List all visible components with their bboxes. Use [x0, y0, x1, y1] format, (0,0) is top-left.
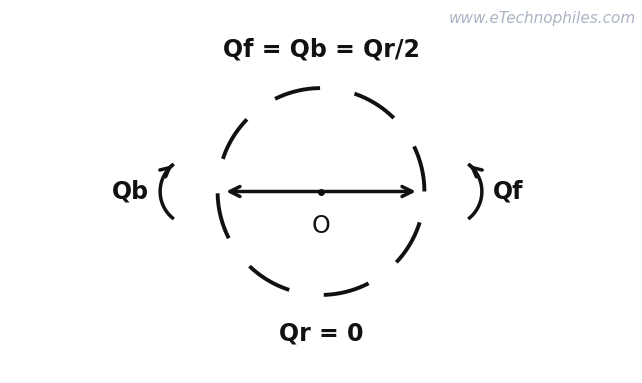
Text: Qr = 0: Qr = 0 [279, 322, 363, 346]
Text: Qf: Qf [493, 180, 524, 203]
Text: Qf = Qb = Qr/2: Qf = Qb = Qr/2 [223, 37, 419, 61]
Text: O: O [311, 214, 331, 239]
Text: Qb: Qb [112, 180, 149, 203]
Text: www.eTechnophiles.com: www.eTechnophiles.com [448, 11, 636, 26]
